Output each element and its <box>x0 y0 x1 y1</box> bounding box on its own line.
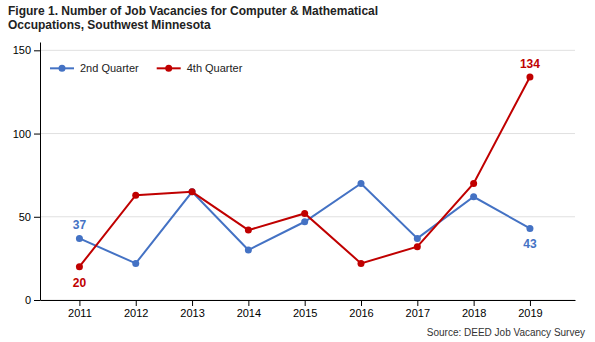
point <box>76 235 83 242</box>
tick-label: 2015 <box>293 307 317 319</box>
grid-line <box>40 133 575 134</box>
tick: 2016 <box>349 300 373 319</box>
tick-label: 2011 <box>68 307 92 319</box>
tick-label: 2019 <box>518 307 542 319</box>
tick-label: 2016 <box>349 307 373 319</box>
point <box>470 193 477 200</box>
point <box>414 235 421 242</box>
point <box>76 263 83 270</box>
axis-line <box>40 43 41 301</box>
tick-label: 150 <box>13 44 31 56</box>
legend: 2nd Quarter 4th Quarter <box>50 62 243 74</box>
tick-mark <box>34 217 40 218</box>
point <box>301 210 308 217</box>
tick: 2011 <box>68 300 92 319</box>
tick-mark <box>305 300 306 306</box>
y-axis: 0 50 100 150 <box>13 43 41 307</box>
tick-mark <box>417 300 418 306</box>
tick: 150 <box>13 44 40 56</box>
tick: 2019 <box>518 300 542 319</box>
tick-mark <box>361 300 362 306</box>
point <box>189 188 196 195</box>
tick-label: 2013 <box>180 307 204 319</box>
tick-label: 50 <box>19 211 31 223</box>
legend-marker <box>165 65 172 72</box>
tick: 100 <box>13 128 40 140</box>
point <box>414 243 421 250</box>
tick: 2014 <box>237 300 261 319</box>
point <box>245 247 252 254</box>
tick: 2013 <box>180 300 204 319</box>
point <box>526 73 533 80</box>
point <box>132 260 139 267</box>
point <box>358 180 365 187</box>
legend-label: 2nd Quarter <box>80 62 139 74</box>
tick-label: 2018 <box>462 307 486 319</box>
grid-line <box>40 300 575 301</box>
annotation: 134 <box>520 57 540 71</box>
axis-line <box>41 300 576 301</box>
tick-label: 2017 <box>406 307 430 319</box>
tick-mark <box>136 300 137 306</box>
tick-mark <box>530 300 531 306</box>
tick-mark <box>248 300 249 306</box>
point <box>245 227 252 234</box>
tick: 50 <box>19 211 40 223</box>
point <box>358 260 365 267</box>
annotation: 37 <box>73 218 87 232</box>
tick-label: 2014 <box>237 307 261 319</box>
tick-mark <box>79 300 80 306</box>
point <box>301 218 308 225</box>
plot-area: 2011 2012 2013 2014 2015 2016 2017 2018 2019 0 50 1… <box>13 43 576 319</box>
tick-mark <box>474 300 475 306</box>
legend-item: 4th Quarter <box>157 62 243 74</box>
point <box>526 225 533 232</box>
legend-label: 4th Quarter <box>187 62 243 74</box>
tick: 0 <box>25 294 40 306</box>
point <box>132 192 139 199</box>
chart: Figure 1. Number of Job Vacancies for Co… <box>0 0 595 342</box>
grid-line <box>40 50 575 51</box>
grid <box>40 50 575 300</box>
tick-mark <box>192 300 193 306</box>
tick-label: 100 <box>13 128 31 140</box>
legend-marker <box>59 65 66 72</box>
tick: 2018 <box>462 300 486 319</box>
annotations: 37 20 43 134 <box>73 57 541 290</box>
tick-mark <box>34 134 40 135</box>
tick: 2012 <box>124 300 148 319</box>
tick-mark <box>34 50 40 51</box>
legend-item: 2nd Quarter <box>50 62 139 74</box>
x-axis: 2011 2012 2013 2014 2015 2016 2017 2018 2019 <box>41 300 576 319</box>
title: Figure 1. Number of Job Vacancies for Co… <box>8 4 378 32</box>
annotation: 20 <box>73 276 87 290</box>
tick-label: 2012 <box>124 307 148 319</box>
annotation: 43 <box>523 237 537 251</box>
point <box>470 180 477 187</box>
tick-mark <box>34 300 40 301</box>
marks <box>76 73 534 270</box>
line <box>79 77 530 267</box>
tick: 2017 <box>406 300 430 319</box>
point <box>189 188 196 195</box>
tick-label: 0 <box>25 294 31 306</box>
source: Source: DEED Job Vacancy Survey <box>427 327 585 338</box>
tick: 2015 <box>293 300 317 319</box>
